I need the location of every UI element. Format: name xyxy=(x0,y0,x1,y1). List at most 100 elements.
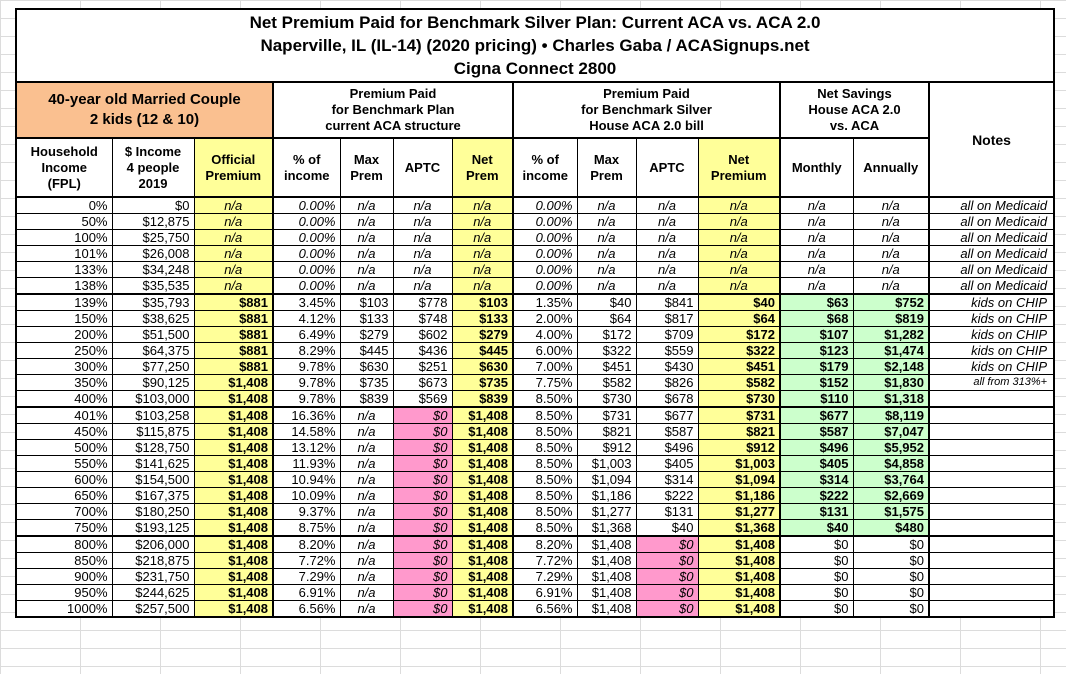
house-max-prem-cell: n/a xyxy=(576,213,637,230)
savings-annually-cell: $2,148 xyxy=(852,358,930,375)
aca-aptc-cell: $0 xyxy=(392,471,453,488)
savings-monthly-cell: $0 xyxy=(779,535,854,553)
official-premium-cell: n/a xyxy=(193,229,274,246)
note-cell xyxy=(927,423,1055,440)
aca-net-prem-cell: n/a xyxy=(451,245,514,262)
fpl-cell: 138% xyxy=(15,277,113,295)
table-row: 550% $141,625 $1,408 11.93% n/a $0 $1,408 8.50%… xyxy=(15,455,1055,472)
aca-max-prem-cell: $445 xyxy=(339,342,394,359)
table-row: 650% $167,375 $1,408 10.09% n/a $0 $1,408 8.50%… xyxy=(15,487,1055,504)
aca-aptc-cell: $602 xyxy=(392,326,453,343)
house-pct-income-cell: 8.50% xyxy=(512,487,578,504)
aca-net-prem-cell: n/a xyxy=(451,261,514,278)
house-aptc-cell: $678 xyxy=(635,390,699,408)
savings-annually-cell: $5,952 xyxy=(852,439,930,456)
fpl-cell: 850% xyxy=(15,552,113,569)
house-aptc-cell: $841 xyxy=(635,293,699,311)
house-net-premium-cell: n/a xyxy=(697,213,781,230)
house-pct-income-cell: 6.56% xyxy=(512,600,578,618)
table-title: Net Premium Paid for Benchmark Silver Pl… xyxy=(14,8,1056,83)
savings-monthly-cell: $179 xyxy=(779,358,854,375)
house-net-premium-cell: $912 xyxy=(697,439,781,456)
aca-max-prem-cell: n/a xyxy=(339,487,394,504)
aca-max-prem-cell: $839 xyxy=(339,390,394,408)
house-aptc-cell: $0 xyxy=(635,535,699,553)
income-cell: $244,625 xyxy=(111,584,195,601)
savings-monthly-cell: $496 xyxy=(779,439,854,456)
house-pct-income-cell: 8.50% xyxy=(512,390,578,408)
house-pct-income-cell: 7.00% xyxy=(512,358,578,375)
income-cell: $103,000 xyxy=(111,390,195,408)
aca-max-prem-cell: n/a xyxy=(339,196,394,214)
column-header-fpl: Household Income (FPL) xyxy=(15,137,113,198)
aca-net-prem-cell: $1,408 xyxy=(451,519,514,537)
savings-annually-cell: $752 xyxy=(852,293,930,311)
savings-monthly-cell: $0 xyxy=(779,552,854,569)
note-cell xyxy=(927,503,1055,520)
aca-max-prem-cell: n/a xyxy=(339,261,394,278)
house-aptc-cell: $40 xyxy=(635,519,699,537)
aca-net-prem-cell: $1,408 xyxy=(451,600,514,618)
house-aptc-cell: $222 xyxy=(635,487,699,504)
aca-max-prem-cell: n/a xyxy=(339,584,394,601)
house-net-premium-cell: $1,408 xyxy=(697,535,781,553)
savings-monthly-cell: $68 xyxy=(779,310,854,327)
savings-monthly-cell: n/a xyxy=(779,229,854,246)
aca-net-prem-cell: n/a xyxy=(451,213,514,230)
column-header-notes: Notes xyxy=(927,81,1056,198)
house-aptc-cell: $0 xyxy=(635,584,699,601)
aca-pct-income-cell: 6.91% xyxy=(272,584,341,601)
house-aptc-cell: $826 xyxy=(635,374,699,391)
note-cell: kids on CHIP xyxy=(927,293,1055,311)
official-premium-cell: n/a xyxy=(193,213,274,230)
note-cell xyxy=(927,584,1055,601)
official-premium-cell: $1,408 xyxy=(193,552,274,569)
house-net-premium-cell: $821 xyxy=(697,423,781,440)
aca-max-prem-cell: n/a xyxy=(339,213,394,230)
income-cell: $51,500 xyxy=(111,326,195,343)
fpl-cell: 200% xyxy=(15,326,113,343)
income-cell: $35,535 xyxy=(111,277,195,295)
house-max-prem-cell: $451 xyxy=(576,358,637,375)
official-premium-cell: $881 xyxy=(193,293,274,311)
house-aptc-cell: $430 xyxy=(635,358,699,375)
aca-net-prem-cell: $1,408 xyxy=(451,584,514,601)
house-pct-income-cell: 0.00% xyxy=(512,229,578,246)
table-row: 750% $193,125 $1,408 8.75% n/a $0 $1,408 8.50% $… xyxy=(15,519,1055,537)
aca-pct-income-cell: 0.00% xyxy=(272,213,341,230)
aca-net-prem-cell: $1,408 xyxy=(451,503,514,520)
house-max-prem-cell: $1,408 xyxy=(576,552,637,569)
table-row: 400% $103,000 $1,408 9.78% $839 $569 $839 8.50%… xyxy=(15,390,1055,408)
aca-aptc-cell: $0 xyxy=(392,584,453,601)
column-header-aca-max-prem: Max Prem xyxy=(339,137,394,198)
aca-aptc-cell: $0 xyxy=(392,487,453,504)
aca-net-prem-cell: $839 xyxy=(451,390,514,408)
official-premium-cell: n/a xyxy=(193,277,274,295)
house-pct-income-cell: 2.00% xyxy=(512,310,578,327)
house-aptc-cell: $559 xyxy=(635,342,699,359)
savings-monthly-cell: $222 xyxy=(779,487,854,504)
savings-annually-cell: n/a xyxy=(852,277,930,295)
fpl-cell: 800% xyxy=(15,535,113,553)
aca-net-prem-cell: $1,408 xyxy=(451,552,514,569)
house-net-premium-cell: $1,186 xyxy=(697,487,781,504)
savings-monthly-cell: $131 xyxy=(779,503,854,520)
official-premium-cell: $1,408 xyxy=(193,471,274,488)
table-row: 700% $180,250 $1,408 9.37% n/a $0 $1,408 8.50% $… xyxy=(15,503,1055,520)
house-pct-income-cell: 8.20% xyxy=(512,535,578,553)
aca-max-prem-cell: n/a xyxy=(339,568,394,585)
table-row: 350% $90,125 $1,408 9.78% $735 $673 $735 7.75% $… xyxy=(15,374,1055,391)
aca-net-prem-cell: n/a xyxy=(451,229,514,246)
income-cell: $154,500 xyxy=(111,471,195,488)
savings-monthly-cell: n/a xyxy=(779,261,854,278)
house-aptc-cell: $496 xyxy=(635,439,699,456)
house-max-prem-cell: $1,277 xyxy=(576,503,637,520)
table-row: 150% $38,625 $881 4.12% $133 $748 $133 2.00% $64… xyxy=(15,310,1055,327)
fpl-cell: 400% xyxy=(15,390,113,408)
savings-monthly-cell: n/a xyxy=(779,277,854,295)
aca-pct-income-cell: 6.56% xyxy=(272,600,341,618)
aca-aptc-cell: $0 xyxy=(392,568,453,585)
income-cell: $218,875 xyxy=(111,552,195,569)
house-pct-income-cell: 0.00% xyxy=(512,277,578,295)
house-pct-income-cell: 8.50% xyxy=(512,519,578,537)
